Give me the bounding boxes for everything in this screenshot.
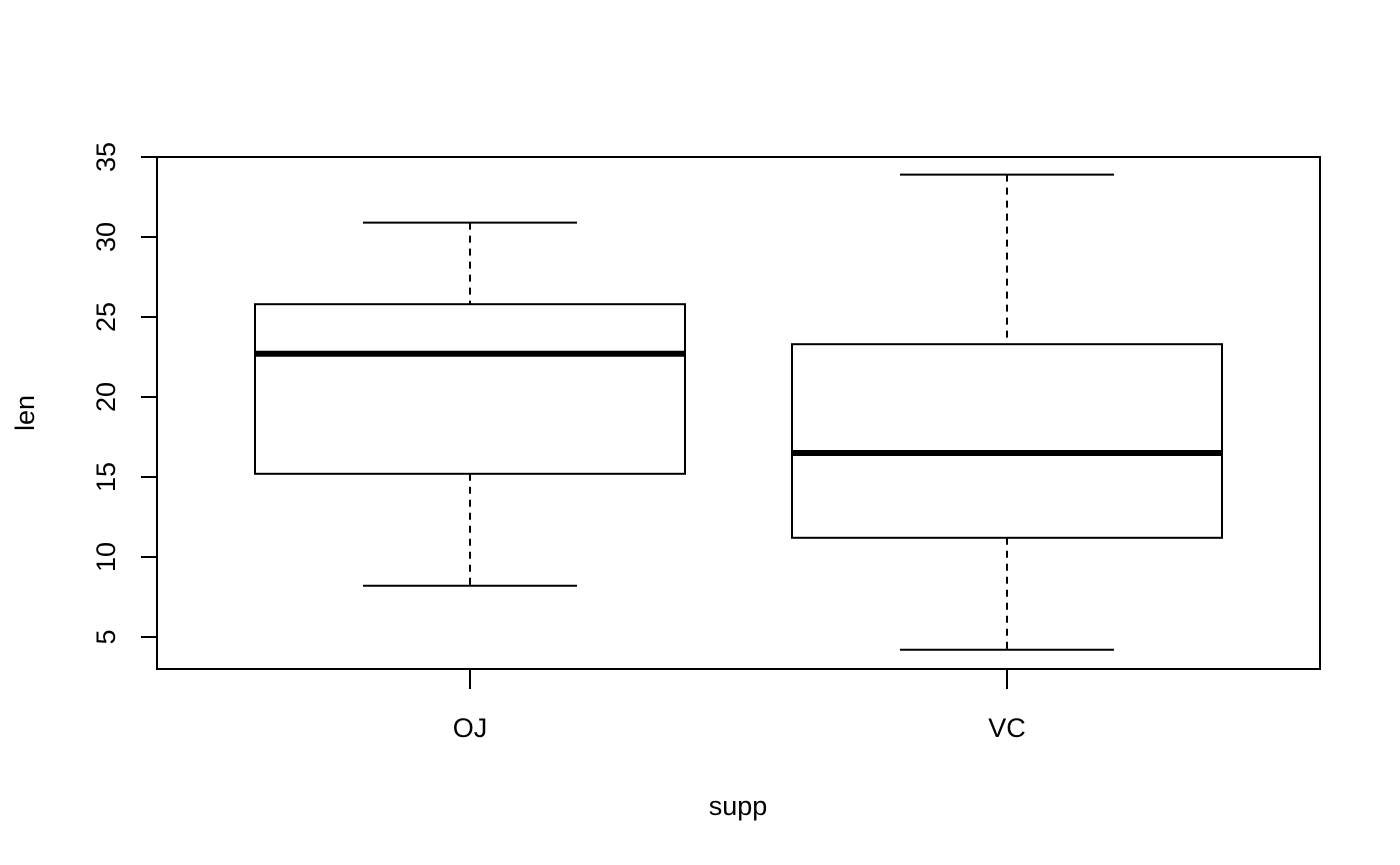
y-tick-label: 10 xyxy=(91,542,121,572)
y-axis: 5 10 15 20 25 30 35 xyxy=(91,142,158,645)
x-axis: OJ VC xyxy=(453,668,1026,743)
x-tick-label: VC xyxy=(988,713,1026,743)
x-axis-label: supp xyxy=(709,791,768,821)
x-tick-label: OJ xyxy=(453,713,488,743)
y-tick-label: 30 xyxy=(91,222,121,252)
y-tick-label: 5 xyxy=(91,629,121,644)
boxes xyxy=(254,173,1223,651)
y-tick-label: 20 xyxy=(91,382,121,412)
box-oj xyxy=(254,221,686,587)
y-tick-label: 15 xyxy=(91,462,121,492)
y-tick-label: 25 xyxy=(91,302,121,332)
box-vc xyxy=(791,173,1223,651)
iqr-box xyxy=(791,343,1223,539)
iqr-box xyxy=(254,303,686,475)
y-axis-label: len xyxy=(10,395,40,431)
y-tick-label: 35 xyxy=(91,142,121,172)
